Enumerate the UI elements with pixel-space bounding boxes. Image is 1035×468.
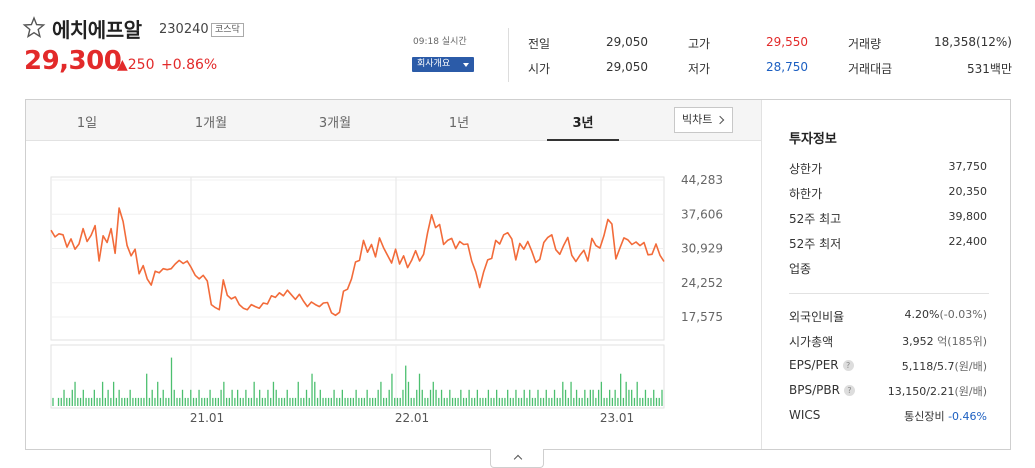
big-chart-button[interactable]: 빅차트 [674, 107, 733, 133]
foreign-ratio-value: 4.20%(-0.03%) [905, 308, 987, 321]
favorite-star-icon[interactable] [22, 16, 46, 40]
low-label: 저가 [688, 62, 711, 76]
prev-close-value: 29,050 [606, 35, 648, 49]
52w-high-value: 39,800 [948, 210, 988, 223]
bps-pbr-label: BPS/PBR? [789, 383, 855, 397]
help-icon[interactable]: ? [842, 360, 854, 371]
market-cap-number: 3,952 [902, 335, 934, 348]
upper-limit-label: 상한가 [789, 162, 823, 176]
eps-per-value: 5,118/5.7(원/배) [902, 358, 987, 374]
investment-info-title: 투자정보 [789, 132, 837, 147]
tab-1m[interactable]: 1개월 [194, 116, 228, 131]
big-chart-label: 빅차트 [682, 113, 713, 126]
foreign-ratio-number: 4.20% [904, 308, 940, 321]
eps-per-text: EPS/PER [789, 358, 839, 372]
company-overview-button[interactable]: 회사개요 [412, 57, 474, 72]
price-tick-label: 44,283 [681, 173, 723, 187]
low-value: 28,750 [766, 60, 808, 74]
help-icon[interactable]: ? [843, 385, 855, 396]
market-cap-unit: 억(185위) [937, 335, 987, 348]
bps-pbr-text: BPS/PBR [789, 383, 840, 397]
price-line [50, 207, 665, 317]
52w-low-value: 22,400 [948, 235, 988, 248]
stock-name: 에치에프알 [52, 18, 142, 42]
bps-pbr-unit: (원/배) [954, 385, 987, 398]
chevron-up-icon [513, 454, 523, 464]
wics-label: WICS [789, 408, 821, 422]
x-tick-label: 22.01 [395, 411, 429, 425]
high-value: 29,550 [766, 35, 808, 49]
52w-low-label: 52주 최저 [789, 237, 842, 251]
foreign-ratio-label: 외국인비율 [789, 310, 845, 324]
wics-value: 통신장비 -0.46% [904, 408, 987, 424]
market-cap-value: 3,952 억(185위) [902, 333, 987, 349]
tab-3m[interactable]: 3개월 [318, 116, 352, 131]
company-overview-label: 회사개요 [417, 59, 451, 69]
stock-code: 230240 [159, 22, 209, 37]
sector-label: 업종 [789, 262, 812, 276]
investment-info-panel: 투자정보 상한가 37,750 하한가 20,350 52주 최고 39,800… [761, 100, 1011, 449]
active-tab-indicator [547, 139, 619, 141]
foreign-ratio-change: (-0.03%) [939, 308, 988, 321]
price-tick-label: 37,606 [681, 207, 723, 221]
wics-change: -0.46% [948, 410, 987, 423]
price-panel [50, 176, 665, 341]
realtime-label: 09:18 실시간 [413, 37, 467, 47]
chart-container: 1일 1개월 3개월 1년 3년 빅차트 44,283 37,606 30,929 2… [25, 99, 1011, 450]
market-badge: 코스닥 [211, 23, 244, 37]
prev-close-label: 전일 [528, 37, 551, 51]
price-tick-label: 24,252 [681, 276, 723, 290]
current-price: 29,300 [24, 46, 122, 76]
chevron-right-icon [715, 115, 725, 125]
period-tabs: 1일 1개월 3개월 1년 3년 빅차트 [26, 100, 761, 141]
lower-limit-label: 하한가 [789, 187, 823, 201]
volume-label: 거래량 [848, 37, 882, 51]
bps-pbr-value: 13,150/2.21(원/배) [888, 383, 987, 399]
open-value: 29,050 [606, 60, 648, 74]
52w-high-label: 52주 최고 [789, 212, 842, 226]
x-tick-label: 23.01 [600, 411, 634, 425]
lower-limit-value: 20,350 [948, 185, 988, 198]
dropdown-caret-icon [463, 63, 469, 67]
high-label: 고가 [688, 37, 711, 51]
eps-per-unit: (원/배) [954, 360, 987, 373]
price-tick-label: 17,575 [681, 310, 723, 324]
info-divider [789, 293, 989, 294]
tab-3y[interactable]: 3년 [572, 116, 594, 131]
volume-panel [50, 344, 665, 409]
price-change: ▲250 [117, 57, 155, 73]
open-label: 시가 [528, 62, 551, 76]
bps-pbr-number: 13,150/2.21 [887, 385, 955, 398]
x-tick-label: 21.01 [190, 411, 224, 425]
upper-limit-value: 37,750 [948, 160, 988, 173]
tab-1d[interactable]: 1일 [76, 116, 98, 131]
amount-label: 거래대금 [848, 62, 893, 76]
price-change-percent: +0.86% [161, 57, 218, 73]
tab-1y[interactable]: 1년 [448, 116, 470, 131]
volume-value: 18,358(12%) [933, 35, 1012, 49]
amount-value: 531백만 [967, 62, 1012, 76]
market-cap-label: 시가총액 [789, 335, 834, 349]
price-tick-label: 30,929 [681, 242, 723, 256]
eps-per-label: EPS/PER? [789, 358, 854, 372]
eps-per-number: 5,118/5.7 [901, 360, 955, 373]
wics-sector[interactable]: 통신장비 [904, 410, 945, 423]
price-chart[interactable]: 44,283 37,606 30,929 24,252 17,575 21.01 22.01… [26, 141, 761, 449]
header-divider [508, 28, 509, 82]
collapse-toggle[interactable] [490, 449, 544, 468]
